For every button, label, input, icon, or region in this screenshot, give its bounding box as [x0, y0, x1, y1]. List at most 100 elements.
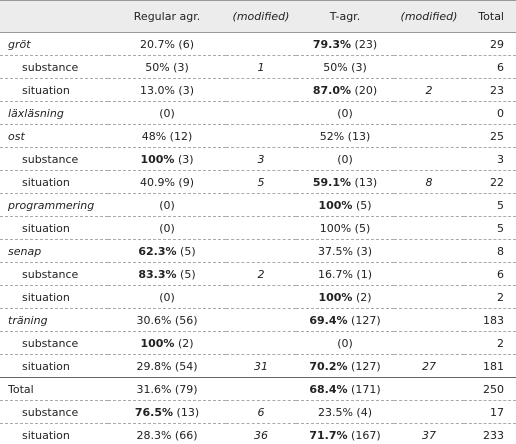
percent: 100% [318, 198, 353, 212]
header-cell: T-agr. [296, 0, 394, 33]
count: (127) [351, 313, 381, 327]
count: (5) [180, 267, 196, 281]
count: (23) [354, 37, 378, 51]
percent: 52% [319, 129, 345, 143]
value-cell: 31.6% (79) [108, 377, 226, 401]
row: programmering (0) 100% (5) 5 [0, 193, 516, 217]
count: (79) [174, 382, 198, 396]
value-cell: 100% (5) [296, 193, 394, 217]
row: substance 50% (3) 1 50% (3) 6 [0, 55, 516, 79]
total-cell: 250 [464, 377, 516, 401]
modified-cell: 36 [226, 423, 296, 444]
count: (167) [351, 428, 381, 442]
row-label: situation [0, 423, 108, 444]
empty-cell [394, 239, 464, 263]
percent: 62.3% [138, 244, 177, 258]
count: (4) [356, 405, 373, 419]
percent: 59.1% [312, 175, 352, 189]
percent: 100% [140, 336, 175, 350]
row-label: substance [0, 55, 108, 79]
value-cell: (0) [108, 193, 226, 217]
value-cell: (0) [296, 101, 394, 125]
empty-cell [394, 331, 464, 355]
percent: 50% [145, 60, 170, 74]
row: substance 83.3% (5) 2 16.7% (1) 6 [0, 262, 516, 286]
corner [0, 0, 108, 33]
count: (6) [178, 37, 195, 51]
count: (0) [159, 290, 175, 304]
count: (3) [178, 83, 195, 97]
value-cell: (0) [108, 216, 226, 240]
empty-cell [226, 101, 296, 125]
value-cell: 79.3% (23) [296, 32, 394, 56]
row-label: substance [0, 400, 108, 424]
empty-cell [226, 124, 296, 148]
count: (0) [159, 221, 175, 235]
row: Total 31.6% (79) 68.4% (171) 250 [0, 377, 516, 401]
header-cell: (modified) [394, 0, 464, 33]
total-cell: 23 [464, 78, 516, 102]
total-cell: 25 [464, 124, 516, 148]
total-cell: 0 [464, 101, 516, 125]
row-label: situation [0, 216, 108, 240]
empty-cell [226, 331, 296, 355]
value-cell: 69.4% (127) [296, 308, 394, 332]
empty-cell [394, 193, 464, 217]
percent: 20.7% [139, 37, 175, 51]
percent: 83.3% [138, 267, 177, 281]
count: (54) [174, 359, 198, 373]
count: (12) [169, 129, 193, 143]
modified-cell: 6 [226, 400, 296, 424]
count: (9) [178, 175, 195, 189]
modified-cell: 2 [226, 262, 296, 286]
header-row: Regular agr. (modified) T-agr. (modified… [0, 0, 516, 33]
empty-cell [226, 239, 296, 263]
count: (0) [337, 336, 353, 350]
modified-cell: 37 [394, 423, 464, 444]
row-label: situation [0, 354, 108, 378]
count: (171) [351, 382, 381, 396]
count: (5) [355, 198, 372, 212]
row-label: situation [0, 78, 108, 102]
empty-cell [226, 32, 296, 56]
value-cell: 100% (3) [108, 147, 226, 171]
total-cell: 8 [464, 239, 516, 263]
row: ost 48% (12) 52% (13) 25 [0, 124, 516, 148]
row: gröt 20.7% (6) 79.3% (23) 29 [0, 32, 516, 56]
percent: 28.3% [136, 428, 172, 442]
count: (20) [354, 83, 378, 97]
count: (56) [174, 313, 198, 327]
row-label: Total [0, 377, 108, 401]
table-body: gröt 20.7% (6) 79.3% (23) 29 substance 50% (3… [0, 32, 516, 444]
header-cell: Regular agr. [108, 0, 226, 33]
row-label: programmering [0, 193, 108, 217]
count: (127) [351, 359, 381, 373]
percent: 79.3% [312, 37, 352, 51]
total-cell: 29 [464, 32, 516, 56]
modified-cell: 2 [394, 78, 464, 102]
count: (3) [356, 244, 373, 258]
row-label: situation [0, 285, 108, 309]
percent: 48% [141, 129, 167, 143]
empty-cell [394, 32, 464, 56]
row: situation 28.3% (66) 36 71.7% (167) 37 233 [0, 423, 516, 444]
header-cell: Total [464, 0, 516, 33]
row: träning 30.6% (56) 69.4% (127) 183 [0, 308, 516, 332]
percent: 37.5% [317, 244, 353, 258]
percent: 100% [318, 290, 353, 304]
count: (2) [355, 290, 372, 304]
empty-cell [394, 308, 464, 332]
percent: 76.5% [134, 405, 174, 419]
value-cell: 30.6% (56) [108, 308, 226, 332]
empty-cell [226, 216, 296, 240]
row-label: substance [0, 147, 108, 171]
count: (2) [177, 336, 194, 350]
empty-cell [394, 285, 464, 309]
percent: 13.0% [139, 83, 175, 97]
empty-cell [394, 147, 464, 171]
row-label: substance [0, 262, 108, 286]
row: substance 100% (3) 3 (0) 3 [0, 147, 516, 171]
percent: 30.6% [136, 313, 172, 327]
value-cell: 40.9% (9) [108, 170, 226, 194]
count: (13) [176, 405, 200, 419]
